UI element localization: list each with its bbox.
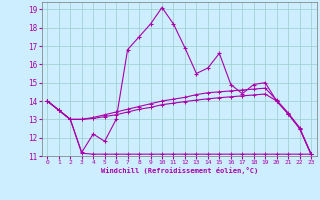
- X-axis label: Windchill (Refroidissement éolien,°C): Windchill (Refroidissement éolien,°C): [100, 167, 258, 174]
